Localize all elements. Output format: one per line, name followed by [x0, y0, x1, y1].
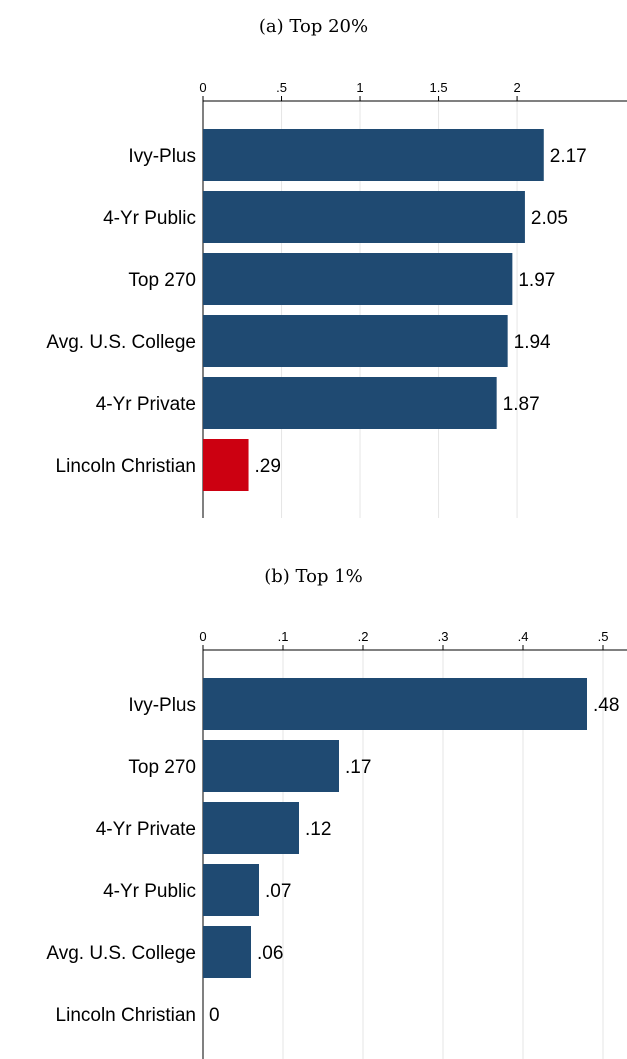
data-label: .48	[593, 695, 619, 716]
x-tick-label: 1.5	[430, 80, 448, 95]
category-label: Lincoln Christian	[56, 1005, 196, 1026]
chart-a-title: (a) Top 20%	[258, 16, 369, 37]
data-label: .29	[255, 456, 281, 477]
bar	[203, 253, 513, 305]
category-label: Top 270	[128, 757, 196, 778]
category-label: 4-Yr Private	[96, 819, 196, 840]
x-tick-label: 1	[356, 80, 363, 95]
x-tick-label: 2	[513, 80, 520, 95]
bar	[203, 315, 508, 367]
data-label: 1.94	[514, 332, 551, 353]
category-label: Avg. U.S. College	[46, 943, 196, 964]
data-label: 0	[209, 1005, 220, 1026]
category-label: 4-Yr Private	[96, 394, 196, 415]
x-tick-label: 0	[199, 629, 206, 644]
bar	[203, 377, 497, 429]
bar	[203, 439, 249, 491]
x-tick-label: .2	[358, 629, 369, 644]
data-label: 1.87	[503, 394, 540, 415]
category-label: Lincoln Christian	[56, 456, 196, 477]
bar	[203, 740, 339, 792]
data-label: .06	[257, 943, 283, 964]
category-label: Top 270	[128, 270, 196, 291]
bar	[203, 802, 299, 854]
category-label: 4-Yr Public	[103, 208, 196, 229]
data-label: 1.97	[518, 270, 555, 291]
data-label: 2.17	[550, 146, 587, 167]
bar	[203, 191, 525, 243]
data-label: 2.05	[531, 208, 568, 229]
bar	[203, 678, 587, 730]
data-label: .07	[265, 881, 291, 902]
bar	[203, 926, 251, 978]
data-label: .12	[305, 819, 331, 840]
x-tick-label: .1	[278, 629, 289, 644]
data-label: .17	[345, 757, 371, 778]
bar	[203, 864, 259, 916]
bar	[203, 129, 544, 181]
x-tick-label: .3	[438, 629, 449, 644]
category-label: Ivy-Plus	[128, 146, 196, 167]
x-tick-label: .5	[276, 80, 287, 95]
category-label: Ivy-Plus	[128, 695, 196, 716]
category-label: 4-Yr Public	[103, 881, 196, 902]
chart-b-title: (b) Top 1%	[264, 566, 363, 587]
category-label: Avg. U.S. College	[46, 332, 196, 353]
x-tick-label: 0	[199, 80, 206, 95]
x-tick-label: .4	[518, 629, 529, 644]
chart-a: 0 .5 1 1.5 2 Ivy-Plus 2.17 4-Yr Public 2.05 Top 2…	[46, 80, 627, 518]
x-tick-label: .5	[598, 629, 609, 644]
